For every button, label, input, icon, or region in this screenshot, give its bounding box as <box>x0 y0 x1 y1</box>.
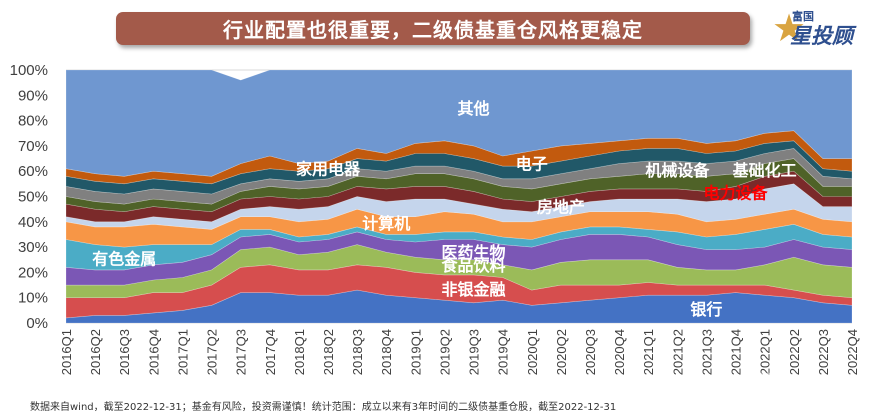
page-title: 行业配置也很重要，二级债基重仓风格更稳定 <box>223 18 643 42</box>
y-tick-label: 100% <box>10 62 48 79</box>
area-series-7 <box>65 170 853 223</box>
x-tick-label: 2020Q4 <box>612 329 627 375</box>
x-tick-label: 2018Q1 <box>292 329 307 375</box>
area-series-2 <box>65 244 853 299</box>
series-label-5: 计算机 <box>362 214 410 233</box>
source-footnote: 数据来自wind，截至2022-12-31；基金有风险，投资需谨慎！统计范围：成… <box>30 402 617 413</box>
x-tick-label: 2021Q2 <box>670 329 685 375</box>
area-series-8 <box>65 158 853 213</box>
x-tick-label: 2016Q1 <box>59 329 74 375</box>
y-tick-label: 90% <box>18 87 48 104</box>
series-label-6: 房地产 <box>537 198 585 217</box>
series-label-8: 基础化工 <box>732 161 797 180</box>
x-tick-label: 2022Q3 <box>816 329 831 375</box>
series-label-11: 电子 <box>516 155 548 174</box>
watermark: 富国基金 <box>740 372 812 393</box>
x-tick-label: 2018Q3 <box>350 329 365 375</box>
y-tick-label: 80% <box>18 113 48 130</box>
x-tick-label: 2017Q3 <box>234 329 249 375</box>
x-tick-label: 2017Q1 <box>175 329 190 375</box>
x-tick-label: 2019Q4 <box>496 329 511 375</box>
x-tick-label: 2017Q4 <box>263 329 278 375</box>
series-label-4: 有色金属 <box>92 249 156 268</box>
x-tick-label: 2019Q3 <box>467 329 482 375</box>
logo-small-text: 富国 <box>792 10 814 23</box>
area-series-9 <box>65 148 853 205</box>
x-tick-label: 2018Q4 <box>379 329 394 375</box>
chart-areas <box>65 69 853 324</box>
logo-big-text: 星投顾 <box>790 24 853 48</box>
y-tick-label: 0% <box>26 315 48 332</box>
x-tick-label: 2016Q2 <box>88 329 103 375</box>
y-tick-label: 40% <box>18 214 48 231</box>
area-series-5 <box>65 208 853 248</box>
x-tick-label: 2022Q1 <box>758 329 773 375</box>
x-tick-label: 2019Q1 <box>408 329 423 375</box>
x-tick-label: 2022Q4 <box>845 329 860 375</box>
y-axis-ticks: 0% 10% 20% 30% 40% 50% 60% 70% 80% 90% 100% <box>10 62 48 332</box>
series-label-3: 医药生物 <box>442 243 506 262</box>
x-tick-label: 2021Q4 <box>729 329 744 375</box>
series-label-10: 家用电器 <box>296 160 361 179</box>
x-tick-label: 2021Q1 <box>641 329 656 375</box>
y-tick-label: 10% <box>18 290 48 307</box>
y-tick-label: 30% <box>18 239 48 256</box>
y-tick-label: 70% <box>18 138 48 155</box>
y-tick-label: 20% <box>18 264 48 281</box>
series-label-1: 非银金融 <box>442 280 506 299</box>
series-label-9: 机械设备 <box>645 161 710 180</box>
x-tick-label: 2020Q2 <box>554 329 569 375</box>
x-tick-label: 2016Q4 <box>146 329 161 375</box>
x-tick-label: 2020Q1 <box>525 329 540 375</box>
x-tick-label: 2018Q2 <box>321 329 336 375</box>
series-label-12: 其他 <box>458 99 490 118</box>
y-tick-label: 50% <box>18 189 48 206</box>
title-banner: 行业配置也很重要，二级债基重仓风格更稳定 <box>116 12 750 45</box>
area-series-6 <box>65 183 853 230</box>
area-series-11 <box>65 130 853 185</box>
x-tick-label: 2021Q3 <box>699 329 714 375</box>
area-series-4 <box>65 223 853 271</box>
series-label-2: 食品饮料 <box>441 256 506 275</box>
area-series-12 <box>65 69 853 177</box>
x-tick-label: 2016Q3 <box>117 329 132 375</box>
area-series-1 <box>65 264 853 319</box>
x-tick-label: 2019Q2 <box>437 329 452 375</box>
x-tick-label: 2017Q2 <box>205 329 220 375</box>
star-icon: ★ <box>772 6 807 50</box>
x-axis-ticks: 2016Q1 2016Q2 2016Q3 2016Q4 2017Q1 2017Q2 2017… <box>59 329 860 375</box>
y-tick-label: 60% <box>18 163 48 180</box>
x-tick-label: 2020Q3 <box>583 329 598 375</box>
series-label-7: 电力设备 <box>704 184 769 203</box>
logo: ★ 富国 星投顾 <box>770 6 862 50</box>
x-tick-label: 2022Q2 <box>787 329 802 375</box>
series-label-0: 银行 <box>690 300 722 319</box>
